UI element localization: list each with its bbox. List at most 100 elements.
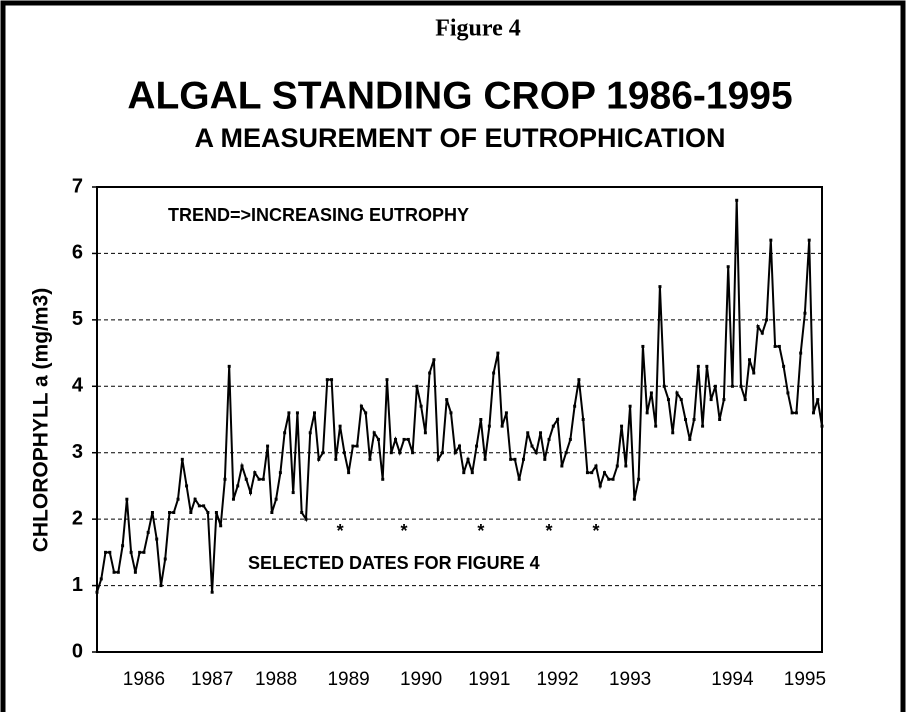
data-point: [295, 411, 299, 415]
data-point: [718, 418, 722, 421]
data-point: [99, 577, 103, 581]
data-point: [649, 391, 653, 395]
data-point: [560, 464, 564, 468]
data-point: [500, 424, 504, 428]
data-point: [551, 424, 555, 428]
data-point: [95, 590, 99, 594]
data-point: [679, 398, 683, 402]
data-point: [445, 398, 449, 402]
data-point: [321, 451, 325, 455]
data-point: [654, 424, 658, 428]
data-point: [308, 431, 312, 435]
annotation: SELECTED DATES FOR FIGURE 4: [248, 553, 540, 573]
data-point: [811, 411, 815, 415]
data-point: [227, 364, 231, 368]
data-point: [133, 570, 137, 574]
data-point: [146, 530, 150, 534]
data-point: [125, 497, 129, 501]
data-point: [713, 384, 717, 388]
data-point: [598, 484, 602, 488]
marker-label: *: [546, 521, 553, 541]
data-point: [138, 550, 142, 554]
data-point: [334, 457, 338, 461]
data-point: [415, 384, 419, 388]
x-tick-label: 1992: [536, 669, 578, 690]
data-point: [402, 437, 406, 441]
x-tick-label: 1991: [468, 669, 510, 690]
data-point: [257, 477, 261, 481]
data-point: [487, 424, 491, 428]
x-tick-label: 1993: [609, 669, 651, 690]
x-tick-label: 1989: [327, 669, 369, 690]
data-point: [462, 471, 466, 475]
data-point: [372, 431, 376, 435]
data-point: [206, 511, 210, 514]
data-point: [743, 398, 747, 402]
data-point: [231, 497, 235, 501]
data-point: [769, 238, 773, 242]
data-point: [607, 477, 611, 481]
y-tick-label: 3: [72, 441, 83, 463]
data-point: [782, 364, 786, 368]
data-point: [645, 411, 649, 415]
data-point: [376, 437, 380, 441]
plot-frame: [96, 186, 823, 653]
data-point: [684, 418, 688, 421]
data-point: [253, 471, 257, 475]
data-point: [440, 451, 444, 455]
data-point: [577, 378, 581, 382]
data-point: [573, 404, 577, 408]
data-point: [406, 437, 410, 441]
data-point: [556, 418, 560, 421]
y-tick-label: 0: [72, 640, 83, 662]
data-point: [287, 411, 291, 415]
data-point: [193, 497, 197, 501]
data-point: [688, 437, 692, 441]
data-point: [726, 265, 730, 269]
data-point: [449, 411, 453, 415]
data-point: [547, 437, 551, 441]
chart-subtitle: A MEASUREMENT OF EUTROPHICATION: [195, 123, 726, 153]
data-point: [317, 457, 321, 461]
data-point: [202, 504, 206, 508]
x-tick-label: 1987: [191, 669, 233, 690]
data-point: [752, 371, 756, 375]
data-point: [483, 457, 487, 461]
data-point: [666, 398, 670, 402]
data-point: [355, 444, 359, 448]
data-point: [364, 411, 368, 415]
data-point: [300, 511, 304, 514]
data-point: [620, 424, 624, 428]
data-point: [291, 491, 295, 495]
data-point: [671, 431, 675, 435]
data-point: [637, 477, 641, 481]
figure-label: Figure 4: [435, 16, 521, 42]
data-point: [624, 464, 628, 468]
marker-label: *: [592, 521, 599, 541]
data-point: [807, 238, 811, 242]
data-point: [701, 424, 705, 428]
data-point: [176, 497, 180, 501]
data-point: [773, 344, 777, 348]
data-point: [453, 451, 457, 455]
data-point: [168, 511, 171, 514]
data-point: [641, 344, 645, 348]
data-point: [662, 384, 666, 388]
data-point: [436, 457, 440, 461]
data-point: [219, 524, 223, 528]
data-point: [504, 411, 508, 415]
data-point: [210, 590, 214, 594]
data-point: [603, 471, 606, 475]
y-tick-label: 7: [72, 175, 83, 197]
y-axis-label: CHLOROPHYLL a (mg/m3): [30, 288, 53, 552]
data-point: [615, 464, 619, 468]
data-point: [475, 444, 479, 448]
data-point: [530, 444, 534, 448]
data-point: [820, 424, 824, 428]
chart-title: ALGAL STANDING CROP 1986-1995: [127, 74, 792, 117]
data-point: [351, 444, 355, 448]
marker-label: *: [401, 521, 408, 541]
data-point: [705, 364, 709, 368]
